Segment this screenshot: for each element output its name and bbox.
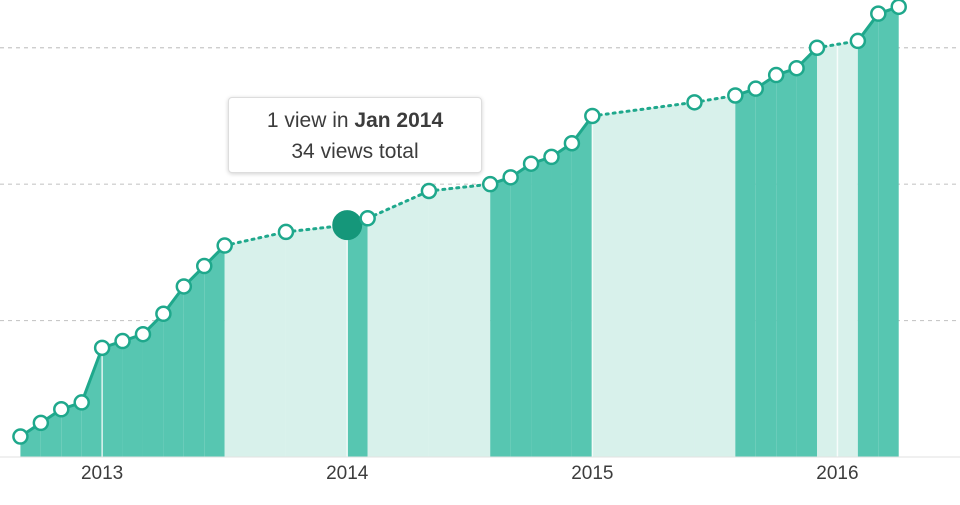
point [93, 339, 111, 357]
active-area [490, 177, 511, 458]
active-area [551, 143, 572, 457]
point [12, 428, 29, 445]
active-area [204, 245, 225, 457]
idle-area [592, 102, 695, 458]
point [155, 305, 172, 323]
active-area [755, 75, 777, 458]
point [73, 394, 90, 411]
point [890, 0, 907, 16]
point [870, 5, 887, 22]
active-area [183, 266, 205, 457]
active-area [61, 402, 82, 457]
active-area [776, 68, 797, 457]
point [32, 414, 50, 432]
tooltip-month: Jan 2014 [354, 109, 444, 132]
point [727, 87, 744, 104]
idle-area [367, 190, 429, 457]
idle-area [694, 95, 736, 457]
active-area [878, 6, 899, 458]
tooltip-prefix: 1 view in [266, 109, 349, 132]
active-area [796, 47, 818, 457]
point [277, 223, 295, 241]
point [420, 182, 438, 200]
point [543, 148, 560, 166]
active-area [142, 313, 164, 457]
active-area [510, 163, 532, 458]
point [747, 80, 764, 97]
active-area [857, 13, 879, 458]
active-area [347, 218, 368, 457]
point [849, 32, 867, 50]
idle-area [224, 231, 286, 457]
line-segment [366, 189, 431, 220]
line-segment [427, 182, 492, 193]
point [522, 155, 540, 172]
active-area [81, 347, 103, 457]
point [788, 59, 805, 77]
point [359, 210, 376, 227]
point [808, 39, 826, 56]
x-tick-label: 2014 [326, 463, 369, 484]
tooltip-total: 34 views total [291, 140, 419, 163]
active-area [531, 156, 552, 457]
point [767, 66, 785, 84]
idle-area [428, 184, 491, 457]
point [175, 278, 193, 295]
active-area [122, 334, 143, 457]
line-segment [80, 347, 104, 403]
tooltip-line: 1 view in Jan 2014 [229, 105, 481, 136]
line-segment [223, 230, 288, 248]
tooltip: 1 view in Jan 2014 34 views total [228, 97, 482, 173]
line-segment [590, 100, 696, 118]
x-tick-label: 2015 [571, 463, 613, 484]
active-area [163, 286, 184, 457]
point [563, 134, 581, 152]
x-tick-label: 2013 [81, 463, 123, 484]
point [686, 94, 703, 111]
point [481, 175, 499, 193]
active-area [571, 115, 593, 457]
point [114, 332, 131, 350]
x-tick-label: 2016 [816, 463, 858, 484]
point [502, 169, 519, 186]
active-area [20, 422, 41, 457]
point [134, 325, 152, 343]
point [216, 237, 233, 254]
point [584, 107, 601, 125]
active-area [735, 88, 756, 458]
point [53, 401, 70, 418]
point [196, 257, 213, 275]
active-area [102, 341, 123, 457]
selected-point [332, 210, 363, 241]
idle-area [285, 225, 348, 457]
